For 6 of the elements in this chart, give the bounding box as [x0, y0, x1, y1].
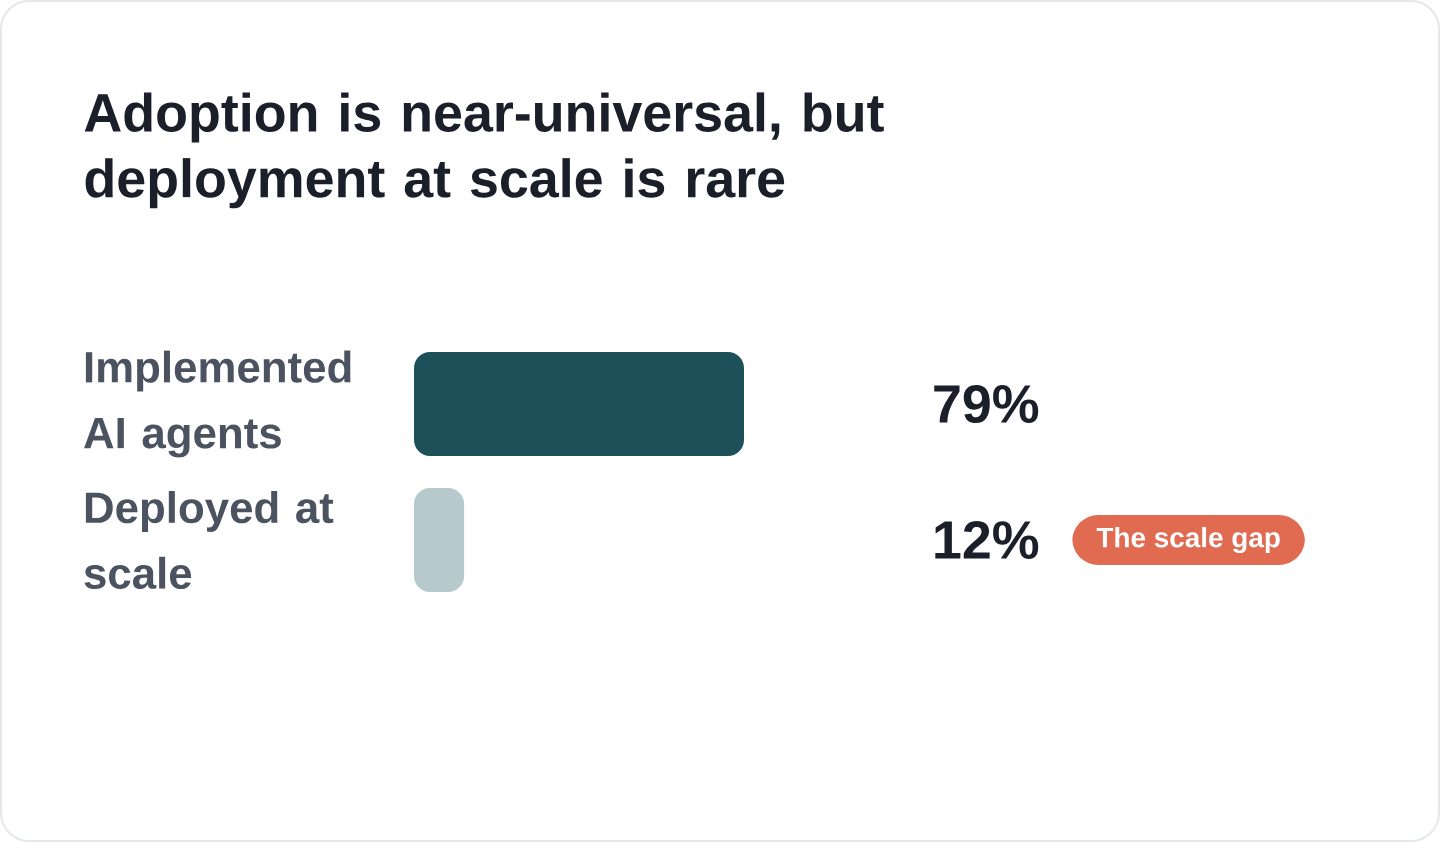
- data-label: 12%: [935, 521, 1039, 559]
- text: The scale gap: [1096, 526, 1280, 554]
- data-label: 79%: [934, 384, 1039, 424]
- chart-title: Adoption is near-universal, but deployment at scale is rare: [84, 92, 884, 209]
- y-tick-label: Deployed at scale: [84, 491, 334, 589]
- y-tick-label: Implemented AI agents: [84, 350, 351, 458]
